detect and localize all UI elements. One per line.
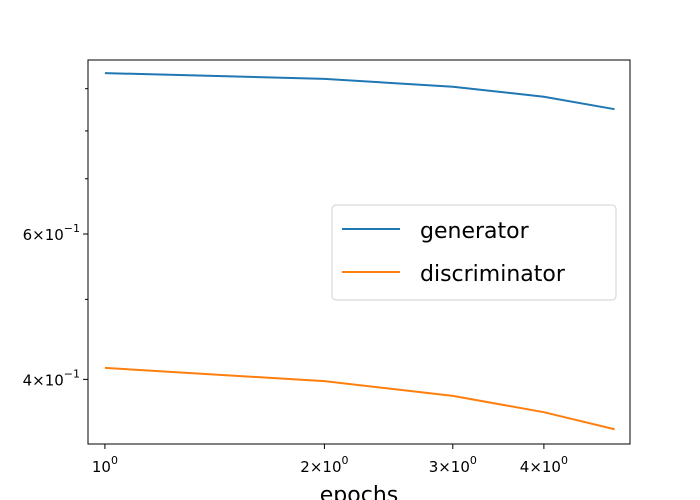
- series-layer: [104, 72, 615, 431]
- legend-box: [331, 204, 617, 301]
- x-axis-label: epochs: [320, 483, 398, 500]
- x-tick-label: 100: [92, 454, 118, 476]
- legend-label-generator: generator: [420, 219, 530, 244]
- legend-label-discriminator: discriminator: [420, 262, 566, 287]
- series-line-discriminator: [104, 366, 615, 431]
- legend: generator discriminator: [331, 204, 617, 301]
- y-tick-label: 6×10−1: [23, 222, 80, 244]
- x-tick-label: 2×100: [300, 454, 348, 476]
- x-tick-label: 4×100: [520, 454, 568, 476]
- ticks-layer: 100 2×100 3×100 4×100 6×10−1 4×10−1: [23, 88, 568, 476]
- x-tick-label: 3×100: [429, 454, 477, 476]
- y-tick-label: 4×10−1: [23, 367, 80, 389]
- series-line-generator: [104, 72, 615, 111]
